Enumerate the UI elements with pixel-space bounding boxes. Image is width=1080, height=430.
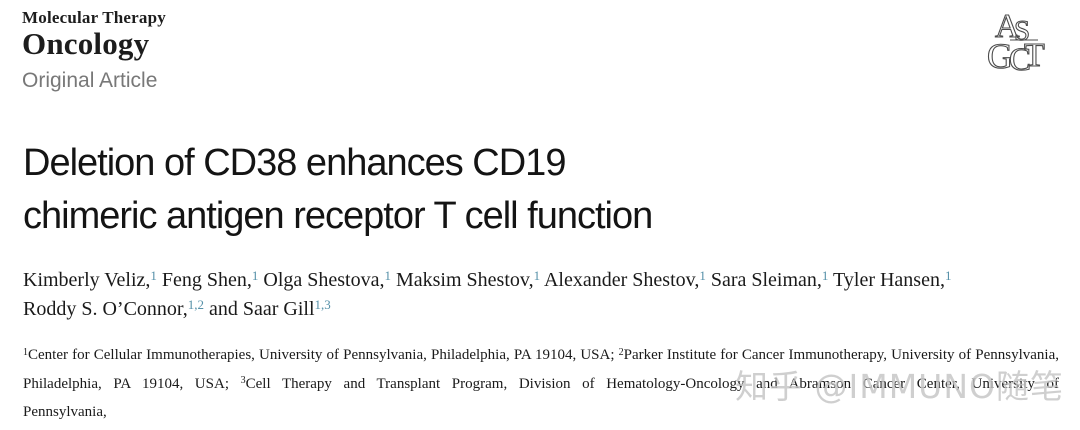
author-list: Kimberly Veliz,1 Feng Shen,1 Olga Shesto… bbox=[23, 266, 951, 324]
page-title: Deletion of CD38 enhances CD19 chimeric … bbox=[23, 137, 653, 243]
author-line-2: Roddy S. O’Connor,1,2 and Saar Gill1,3 bbox=[23, 295, 951, 324]
logo-letter-t: T bbox=[1024, 37, 1045, 72]
affiliation-line-2: Philadelphia, PA 19104, USA; 3Cell Thera… bbox=[23, 370, 1059, 427]
superscript: 1 bbox=[821, 268, 829, 284]
superscript: 1 bbox=[23, 346, 28, 358]
superscript: 3 bbox=[240, 375, 246, 386]
text-segment: Olga Shestova, bbox=[258, 269, 385, 291]
text-segment: Cell Therapy and Transplant Program, Div… bbox=[23, 375, 1059, 421]
author-line-1: Kimberly Veliz,1 Feng Shen,1 Olga Shesto… bbox=[23, 266, 951, 295]
logo-letter-s: S bbox=[1014, 15, 1030, 47]
superscript: 1 bbox=[944, 268, 952, 284]
article-type-label: Original Article bbox=[22, 69, 158, 92]
logo-letter-c: C bbox=[1009, 42, 1031, 72]
superscript: 1,3 bbox=[314, 297, 331, 313]
journal-name-top: Molecular Therapy bbox=[22, 8, 166, 27]
text-segment: Tyler Hansen, bbox=[828, 269, 945, 291]
title-line-2: chimeric antigen receptor T cell functio… bbox=[23, 195, 653, 237]
superscript: 1 bbox=[699, 268, 706, 284]
affiliation-line-1: 1Center for Cellular Immunotherapies, Un… bbox=[23, 341, 1059, 370]
journal-name-main: Oncology bbox=[22, 26, 150, 61]
superscript: 1 bbox=[533, 268, 541, 284]
text-segment: Kimberly Veliz, bbox=[23, 269, 151, 291]
superscript: 1,2 bbox=[187, 297, 205, 313]
affiliation-line-3: Philadelphia, PA 19104, USA bbox=[23, 427, 1059, 430]
affiliations: 1Center for Cellular Immunotherapies, Un… bbox=[23, 341, 1059, 430]
text-segment: Roddy S. O’Connor, bbox=[23, 298, 188, 320]
text-segment: Maksim Shestov, bbox=[390, 269, 534, 291]
text-segment: Sara Sleiman, bbox=[705, 269, 822, 291]
superscript: 2 bbox=[618, 346, 624, 358]
text-segment: and Saar Gill bbox=[204, 298, 315, 320]
text-segment: Alexander Shestov, bbox=[540, 269, 700, 291]
superscript: 1 bbox=[150, 268, 157, 284]
text-segment: Feng Shen, bbox=[156, 269, 252, 291]
asgct-logo-icon: A S G C T bbox=[986, 7, 1045, 72]
journal-brand: Molecular Therapy Oncology Original Arti… bbox=[22, 8, 166, 93]
logo-letter-g: G bbox=[987, 36, 1013, 72]
text-segment: Center for Cellular Immunotherapies, Uni… bbox=[28, 347, 619, 363]
superscript: 1 bbox=[251, 268, 259, 284]
superscript: 1 bbox=[384, 268, 391, 284]
text-segment: Philadelphia, PA 19104, USA; bbox=[23, 375, 241, 392]
title-line-1: Deletion of CD38 enhances CD19 bbox=[23, 142, 566, 184]
text-segment: Parker Institute for Cancer Immunotherap… bbox=[623, 347, 1059, 363]
logo-letter-a: A bbox=[995, 8, 1020, 45]
